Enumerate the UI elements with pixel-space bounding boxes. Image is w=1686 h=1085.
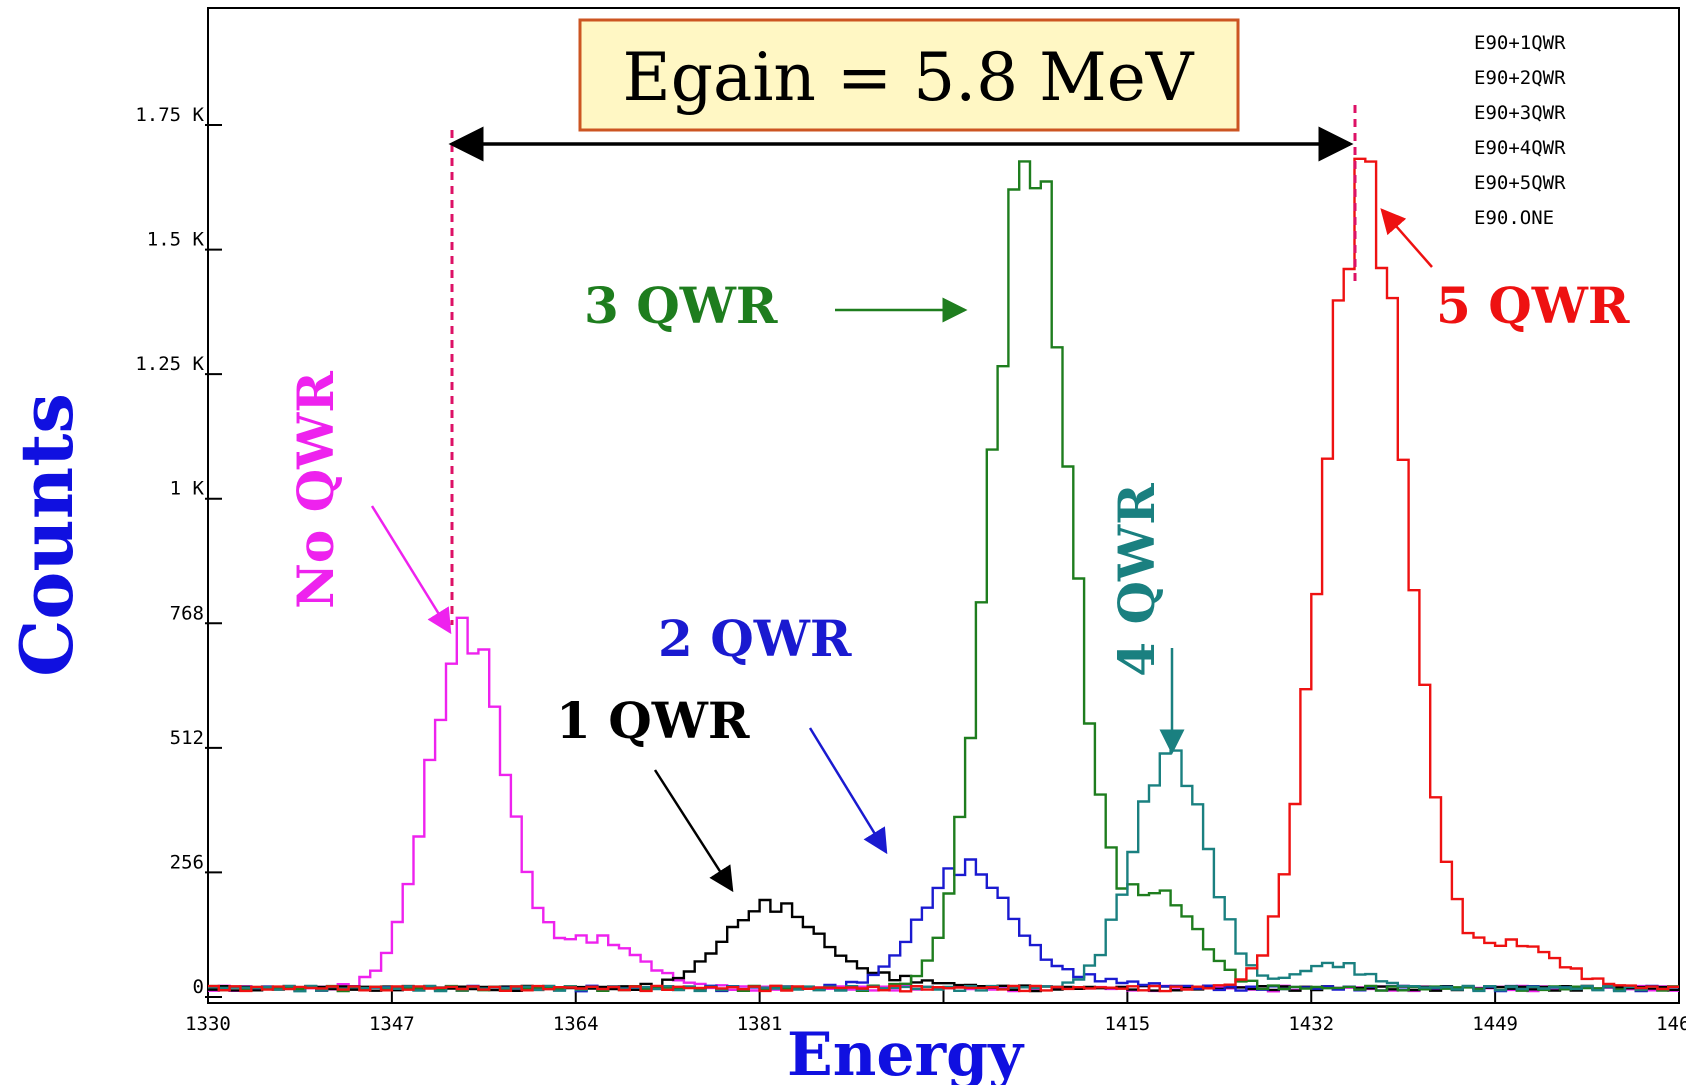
y-tick-label: 512 <box>170 727 204 749</box>
legend-entry: E90+1QWR <box>1474 32 1566 54</box>
title-box <box>578 18 1240 132</box>
y-axis-label: Counts <box>4 393 89 677</box>
series-layer <box>208 157 1679 993</box>
arrow-no-qwr <box>370 505 452 635</box>
legend: E90+1QWR E90+2QWR E90+3QWR E90+4QWR E90+5QWR… <box>1474 32 1566 229</box>
y-axis: 0 256 512 768 1 K 1.25 K 1.5 K 1.75 K <box>135 104 222 998</box>
legend-entry: E90+5QWR <box>1474 172 1566 194</box>
x-tick-label: 1381 <box>737 1013 783 1035</box>
y-tick-label: 1.25 K <box>135 353 204 375</box>
marker-layer <box>450 105 1357 625</box>
y-tick-label: 1.75 K <box>135 104 204 126</box>
x-tick-label: 1347 <box>369 1013 415 1035</box>
y-tick-label: 256 <box>170 851 204 873</box>
arrow-1-qwr <box>653 769 734 893</box>
x-axis-label: Energy <box>787 1020 1025 1085</box>
x-tick-label: 1330 <box>185 1013 231 1035</box>
series-e90-5qwr <box>208 157 1679 993</box>
legend-entry: E90+3QWR <box>1474 102 1566 124</box>
annotation-1-qwr: 1 QWR <box>556 691 750 750</box>
annotation-2-qwr: 2 QWR <box>658 609 852 668</box>
legend-entry: E90.ONE <box>1474 207 1554 229</box>
annotation-3-qwr: 3 QWR <box>584 276 778 335</box>
annotation-no-qwr: No QWR <box>286 371 345 609</box>
y-tick-label: 0 <box>193 976 204 998</box>
arrow-2-qwr <box>808 727 888 855</box>
x-tick-label: 1449 <box>1472 1013 1518 1035</box>
y-tick-label: 1 K <box>170 478 205 500</box>
x-tick-label: 1415 <box>1104 1013 1150 1035</box>
arrow-5-qwr <box>1380 208 1433 268</box>
x-tick-label: 1466 <box>1656 1013 1686 1035</box>
y-tick-label: 1.5 K <box>147 229 205 251</box>
legend-entry: E90+4QWR <box>1474 137 1566 159</box>
annotation-5-qwr: 5 QWR <box>1436 276 1630 335</box>
x-axis: 1330 1347 1364 1381 1415 1432 1449 1466 <box>185 987 1686 1035</box>
y-tick-label: 768 <box>170 602 204 624</box>
legend-entry: E90+2QWR <box>1474 67 1566 89</box>
chart-title: Egain = 5.8 MeV <box>623 39 1195 116</box>
annotation-4-qwr: 4 QWR <box>1107 483 1166 677</box>
x-tick-label: 1432 <box>1288 1013 1334 1035</box>
plot-frame <box>207 7 1680 1004</box>
x-tick-label: 1364 <box>553 1013 599 1035</box>
